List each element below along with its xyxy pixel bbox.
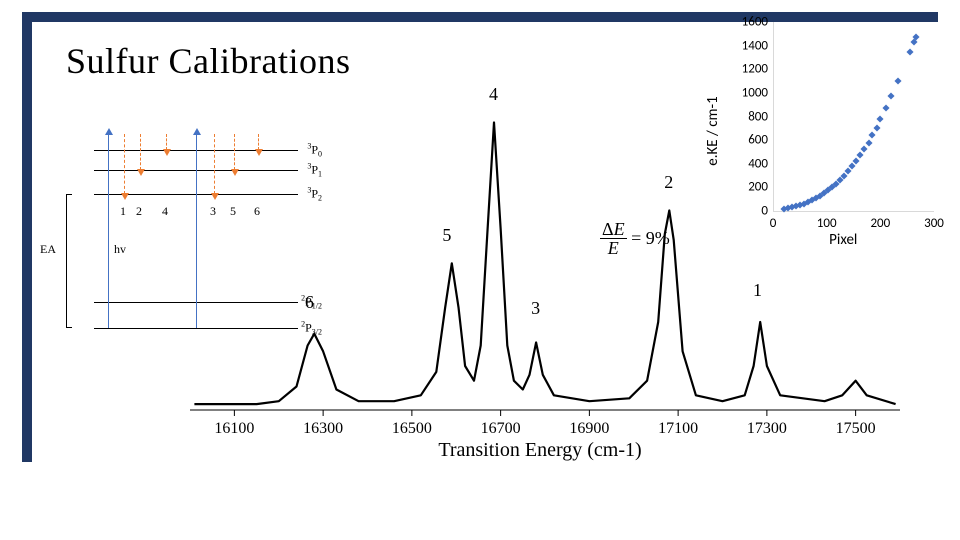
inset-xtick-label: 0 (770, 216, 777, 231)
scatter-point (882, 105, 889, 112)
scatter-point (894, 78, 901, 85)
inset-ylabel: e.KE / cm-1 (704, 96, 722, 165)
inset-ytick-label: 1400 (728, 38, 768, 53)
inset-ytick-label: 0 (728, 204, 768, 219)
transition-number: 2 (136, 204, 142, 219)
scatter-point (857, 152, 864, 159)
inset-xtick-label: 200 (870, 216, 890, 231)
inset-ytick-label: 600 (728, 133, 768, 148)
inset-xtick-label: 100 (817, 216, 837, 231)
peak-label: 5 (442, 225, 451, 246)
spectrum-xtick-label: 17500 (836, 420, 876, 438)
spectrum-xtick-label: 17100 (658, 420, 698, 438)
scatter-point (869, 132, 876, 139)
scatter-point (906, 48, 913, 55)
inset-ytick-label: 1000 (728, 85, 768, 100)
inset-xtick-label: 300 (924, 216, 944, 231)
spectrum-xtick-label: 16100 (214, 420, 254, 438)
decay-arrow (124, 134, 125, 194)
spectrum-xtick-label: 16900 (569, 420, 609, 438)
peak-label: 3 (531, 298, 540, 319)
scatter-point (873, 124, 880, 131)
peak-label: 6 (305, 292, 314, 313)
peak-label: 1 (753, 280, 762, 301)
transition-number: 1 (120, 204, 126, 219)
calibration-scatter: e.KE / cm-1 Pixel 0200400600800100012001… (725, 18, 940, 243)
inset-ytick-label: 400 (728, 156, 768, 171)
scatter-point (888, 92, 895, 99)
spectrum-xtick-label: 16500 (392, 420, 432, 438)
inset-ytick-label: 1200 (728, 62, 768, 77)
ea-bracket (66, 194, 72, 328)
spectrum-xtick-label: 17300 (747, 420, 787, 438)
spectrum-xtick-label: 16700 (481, 420, 521, 438)
spectrum-xlabel: Transition Energy (cm-1) (438, 439, 641, 462)
excitation-arrow (108, 134, 109, 328)
inset-ytick-label: 200 (728, 180, 768, 195)
spectrum-xtick-label: 16300 (303, 420, 343, 438)
inset-ytick-label: 800 (728, 109, 768, 124)
peak-label: 4 (489, 84, 498, 105)
equation: ΔE E = 9% (600, 220, 670, 257)
inset-xlabel: Pixel (829, 231, 857, 249)
frame-left (22, 12, 32, 462)
slide-title: Sulfur Calibrations (66, 40, 350, 82)
decay-arrow (140, 134, 141, 170)
scatter-point (877, 116, 884, 123)
inset-ytick-label: 1600 (728, 15, 768, 30)
scatter-point (865, 139, 872, 146)
peak-label: 2 (664, 172, 673, 193)
scatter-point (861, 146, 868, 153)
ea-label: EA (40, 242, 56, 257)
hv-label: hv (114, 242, 126, 257)
